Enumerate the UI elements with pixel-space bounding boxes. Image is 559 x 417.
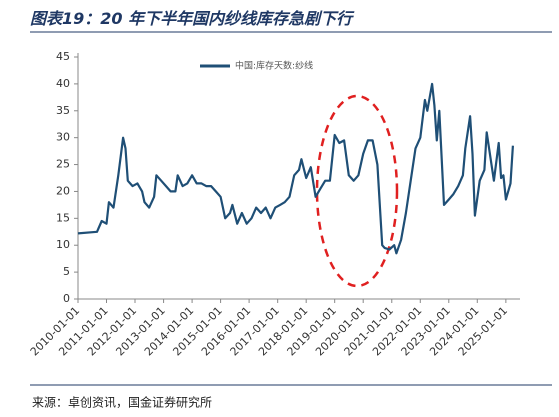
y-tick-label: 10 <box>56 238 70 251</box>
legend-label: 中国:库存天数:纱线 <box>235 60 313 72</box>
y-tick-label: 40 <box>56 77 70 90</box>
y-tick-label: 25 <box>56 158 70 171</box>
chart-title: 图表19：20 年下半年国内纱线库存急剧下行 <box>30 9 355 28</box>
y-tick-label: 5 <box>63 265 70 278</box>
y-tick-label: 35 <box>56 104 70 117</box>
y-tick-label: 15 <box>56 211 70 224</box>
y-tick-label: 0 <box>63 292 70 305</box>
y-tick-label: 20 <box>56 184 70 197</box>
series-line <box>77 82 514 255</box>
y-tick-label: 30 <box>56 131 70 144</box>
highlight-ellipse <box>315 94 399 288</box>
source: 来源：卓创资讯，国金证券研究所 <box>32 395 212 410</box>
y-tick-label: 45 <box>56 50 70 63</box>
